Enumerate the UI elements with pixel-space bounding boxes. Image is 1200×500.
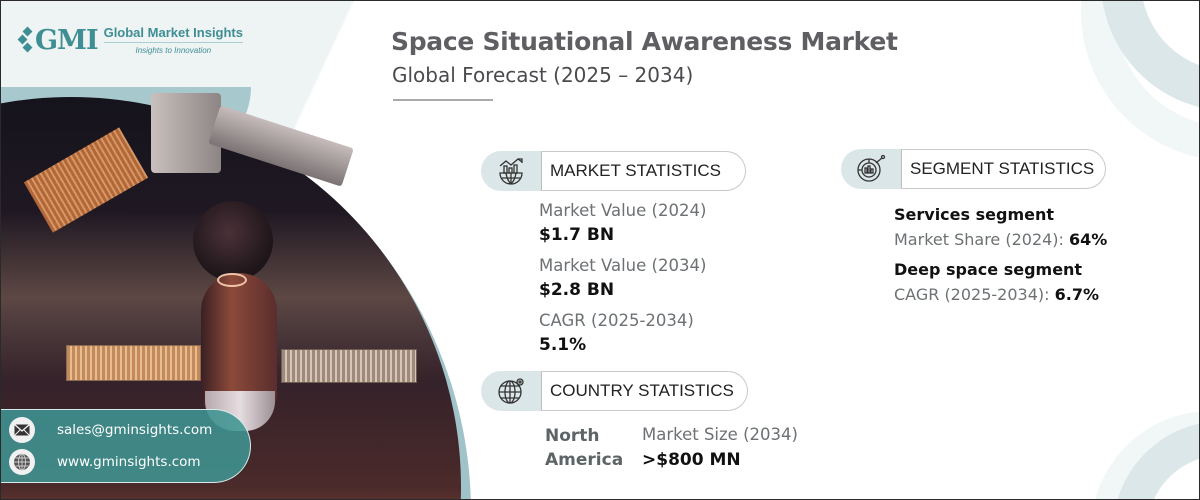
market-value-2024-label: Market Value (2024) [539, 201, 707, 220]
country-statistics-header: COUNTRY STATISTICS [481, 371, 748, 411]
market-value-2024: $1.7 BN [539, 225, 615, 245]
gmi-logo[interactable]: GMI Global Market Insights Insights to I… [17, 24, 243, 56]
deep-space-segment-stat: CAGR (2025-2034): 6.7% [894, 285, 1099, 304]
services-segment-stat: Market Share (2024): 64% [894, 230, 1107, 249]
services-market-share-label: Market Share (2024): [894, 230, 1070, 249]
region-name-line1: North [545, 426, 600, 446]
deep-space-segment-title: Deep space segment [894, 260, 1083, 279]
website-link[interactable]: www.gminsights.com [57, 454, 201, 470]
segment-statistics-heading: SEGMENT STATISTICS [901, 149, 1106, 189]
station-module [151, 93, 221, 173]
logo-wordmark: Global Market Insights Insights to Innov… [103, 25, 243, 55]
deep-space-cagr-value: 6.7% [1054, 285, 1099, 304]
logo-tagline: Insights to Innovation [135, 46, 212, 55]
solar-panel-right [281, 349, 417, 383]
deep-space-cagr-label: CAGR (2025-2034): [894, 285, 1055, 304]
region-name-line2: America [545, 450, 624, 470]
globe-icon [9, 449, 35, 475]
spacecraft-ring [217, 273, 247, 287]
market-size-2034-label: Market Size (2034) [642, 425, 798, 444]
title-divider [393, 99, 493, 101]
solar-panel-left [66, 345, 201, 381]
website-row[interactable]: www.gminsights.com [9, 449, 201, 475]
cagr-value: 5.1% [539, 335, 587, 355]
page-title: Space Situational Awareness Market [391, 27, 898, 56]
email-row[interactable]: sales@gminsights.com [9, 417, 212, 443]
page-subtitle: Global Forecast (2025 – 2034) [392, 63, 694, 87]
spacecraft-orbital-module [193, 201, 273, 281]
market-value-2034-label: Market Value (2034) [539, 256, 707, 275]
market-size-2034-value: >$800 MN [642, 450, 741, 470]
logo-company-name: Global Market Insights [103, 25, 243, 43]
logo-diamonds-icon [17, 26, 33, 53]
region-name: North America [545, 424, 623, 472]
logo-gmi-text: GMI [35, 24, 99, 56]
chart-globe-icon [481, 151, 541, 191]
market-statistics-header: MARKET STATISTICS [481, 151, 746, 191]
email-link[interactable]: sales@gminsights.com [57, 422, 213, 438]
globe-pin-icon [481, 371, 541, 411]
market-value-2034: $2.8 BN [539, 280, 615, 300]
services-segment-title: Services segment [894, 205, 1054, 224]
country-statistics-heading: COUNTRY STATISTICS [541, 371, 748, 411]
services-market-share-value: 64% [1069, 230, 1108, 249]
logo-mark: GMI [17, 24, 99, 56]
segment-statistics-header: SEGMENT STATISTICS [841, 149, 1106, 189]
market-statistics-heading: MARKET STATISTICS [541, 151, 746, 191]
contact-box: sales@gminsights.com www.gminsights.com [1, 409, 251, 483]
cagr-label: CAGR (2025-2034) [539, 311, 694, 330]
envelope-icon [9, 417, 35, 443]
target-chart-icon [841, 149, 901, 189]
